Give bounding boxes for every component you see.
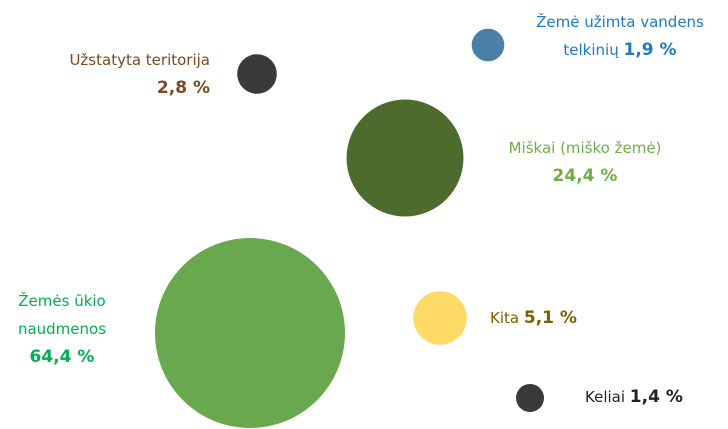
value-label: 2,8 % xyxy=(157,78,210,98)
value-label: 24,4 % xyxy=(553,166,618,186)
category-name: Miškai (miško žemė) xyxy=(509,139,662,157)
bubble xyxy=(413,291,466,344)
category-name: Kita xyxy=(490,309,519,327)
value-label: 64,4 % xyxy=(30,347,95,367)
bubble xyxy=(516,384,544,412)
label: Keliai 1,4 % xyxy=(585,383,725,411)
bubble xyxy=(472,29,505,62)
infographic: Užstatyta teritorija 2,8 % Žemė užimta va… xyxy=(0,0,728,429)
category-name: Keliai xyxy=(585,388,625,406)
label: Žemė užimta vandens telkinių 1,9 % xyxy=(520,8,720,64)
bubble xyxy=(155,238,345,428)
value-label: 5,1 % xyxy=(524,308,577,328)
bubble xyxy=(237,54,277,94)
value-label: 1,9 % xyxy=(624,40,677,60)
category-name: Užstatyta teritorija xyxy=(69,51,210,69)
bubble xyxy=(347,100,464,217)
label: Žemės ūkio naudmenos 64,4 % xyxy=(0,287,124,371)
category-name: Žemė užimta vandens telkinių xyxy=(536,13,704,59)
value-label: 1,4 % xyxy=(630,387,683,407)
category-name: Žemės ūkio naudmenos xyxy=(18,292,106,338)
label: Užstatyta teritorija 2,8 % xyxy=(40,46,210,102)
label: Kita 5,1 % xyxy=(490,304,650,332)
label: Miškai (miško žemė) 24,4 % xyxy=(500,134,670,190)
